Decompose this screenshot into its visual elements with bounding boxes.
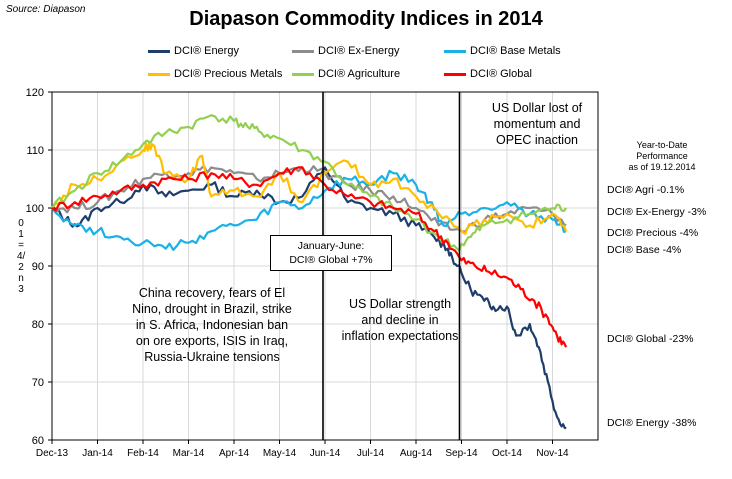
x-tick-label: Mar-14 — [173, 448, 205, 459]
source-note: Source: Diapason — [6, 4, 86, 15]
annotation-autumn-drivers: US Dollar lost of momentum and OPEC inac… — [491, 101, 583, 147]
x-tick-label: Jul-14 — [357, 448, 385, 459]
y-tick-label: 90 — [32, 261, 44, 273]
legend-label: DCI® Energy — [174, 45, 239, 57]
x-tick-label: Jun-14 — [310, 448, 341, 459]
series-line-5 — [51, 166, 568, 348]
legend-swatch — [444, 49, 466, 53]
end-label-global: DCI® Global -23% — [607, 333, 694, 345]
series-line-2 — [51, 169, 567, 251]
h1-performance-box: January-June: DCI® Global +7% — [270, 235, 392, 271]
legend-item-ex-energy: DCI® Ex-Energy — [292, 45, 399, 57]
legend-item-global: DCI® Global — [444, 68, 532, 80]
end-label-ex-energy: DCI® Ex-Energy -3% — [607, 206, 707, 218]
y-tick-label: 100 — [26, 203, 44, 215]
chart-title: Diapason Commodity Indices in 2014 — [189, 8, 543, 30]
ytd-header-line-3: as of 19.12.2014 — [628, 162, 696, 172]
x-tick-label: May-14 — [263, 448, 297, 459]
series-lines — [51, 114, 568, 430]
box-line-2: DCI® Global +7% — [289, 254, 373, 266]
y-tick-label: 70 — [32, 377, 44, 389]
end-label-base: DCI® Base -4% — [607, 244, 682, 256]
legend-label: DCI® Precious Metals — [174, 68, 283, 80]
axes: 60 70 80 90 100 110 120 Dec-13 Jan-14 Feb-14 Mar-1… — [26, 87, 599, 459]
legend-item-energy: DCI® Energy — [148, 45, 239, 57]
x-tick-label: Sep-14 — [445, 448, 478, 459]
x-tick-label: Dec-13 — [36, 448, 69, 459]
legend-swatch — [148, 72, 170, 76]
x-tick-label: Oct-14 — [492, 448, 522, 459]
legend-label: DCI® Global — [470, 68, 532, 80]
x-tick-label: Nov-14 — [536, 448, 569, 459]
ytd-header-line-2: Performance — [636, 151, 688, 161]
y-tick-label: 80 — [32, 319, 44, 331]
y-tick-label: 60 — [32, 435, 44, 447]
legend-item-precious-metals: DCI® Precious Metals — [148, 68, 282, 80]
series-line-4 — [51, 114, 567, 252]
box-line-1: January-June: — [297, 240, 365, 252]
ytd-header: Year-to-Date Performance as of 19.12.201… — [612, 140, 712, 173]
end-label-energy: DCI® Energy -38% — [607, 417, 697, 429]
end-label-agri: DCI® Agri -0.1% — [607, 184, 685, 196]
x-tick-label: Jan-14 — [82, 448, 113, 459]
plot-frame — [51, 91, 599, 441]
ytd-header-line-1: Year-to-Date — [636, 140, 688, 150]
legend-item-agriculture: DCI® Agriculture — [292, 68, 400, 80]
series-line-1 — [51, 164, 567, 233]
legend-label: DCI® Ex-Energy — [318, 45, 400, 57]
x-tick-label: Aug-14 — [400, 448, 433, 459]
legend-swatch — [444, 72, 466, 76]
legend-swatch — [148, 49, 170, 53]
annotation-summer-drivers: US Dollar strength and decline in inflat… — [341, 297, 459, 343]
legend-label: DCI® Base Metals — [470, 45, 561, 57]
x-tick-label: Apr-14 — [219, 448, 249, 459]
end-label-precious: DCI® Precious -4% — [607, 227, 699, 239]
x-tick-label: Feb-14 — [127, 448, 159, 459]
y-tick-label: 120 — [26, 87, 44, 99]
legend-item-base-metals: DCI® Base Metals — [444, 45, 561, 57]
y-axis-title: 01=4/2 n3 — [17, 218, 26, 295]
y-tick-label: 110 — [26, 145, 44, 157]
legend-swatch — [292, 49, 314, 53]
legend-label: DCI® Agriculture — [318, 68, 401, 80]
legend-swatch — [292, 72, 314, 76]
annotation-h1-drivers: China recovery, fears of El Nino, drough… — [132, 286, 292, 364]
